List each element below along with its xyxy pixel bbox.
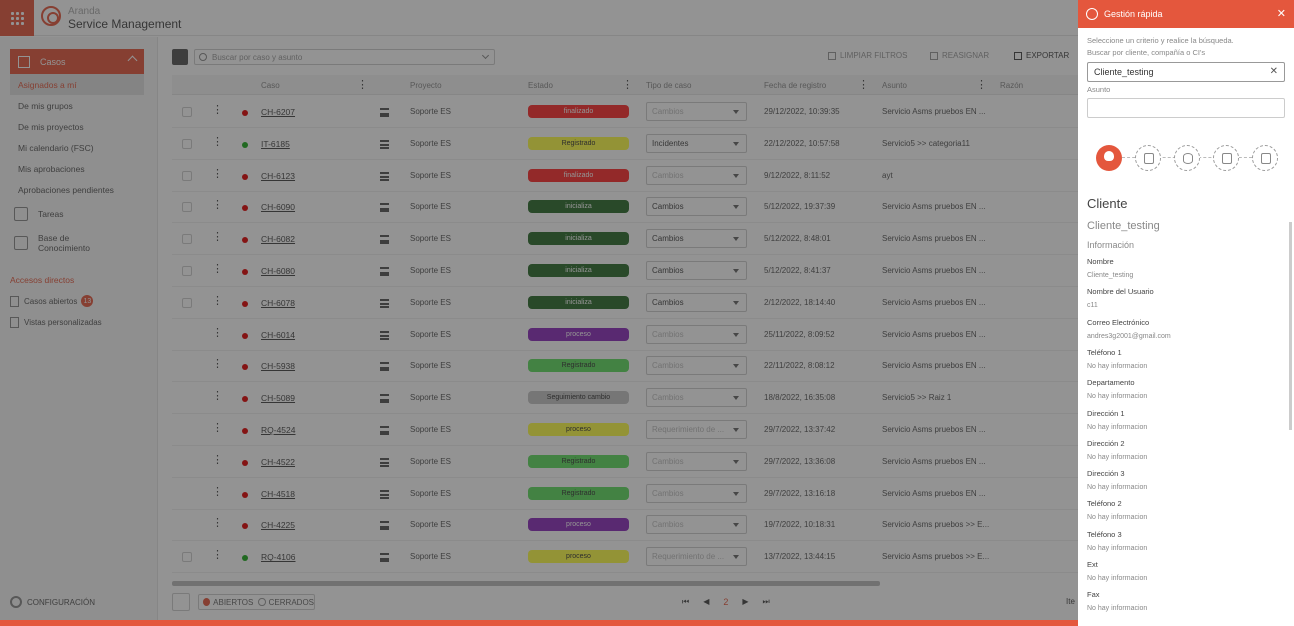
client-search-input[interactable]: Cliente_testing ✕ xyxy=(1087,62,1285,82)
book-step-icon[interactable] xyxy=(1213,145,1239,171)
client-search-value: Cliente_testing xyxy=(1094,67,1154,77)
bottom-accent-bar xyxy=(0,620,1078,626)
field-label: Dirección 1 xyxy=(1087,408,1125,418)
database-step-icon[interactable] xyxy=(1174,145,1200,171)
section-title: Cliente xyxy=(1087,196,1128,211)
field-value: No hay informacion xyxy=(1087,484,1148,492)
clipboard-step-icon[interactable] xyxy=(1135,145,1161,171)
client-name: Cliente_testing xyxy=(1087,220,1160,232)
field-label: Teléfono 3 xyxy=(1087,529,1122,539)
panel-title: Gestión rápida xyxy=(1104,9,1163,19)
stopwatch-icon xyxy=(1086,8,1098,20)
database-icon xyxy=(1183,153,1193,164)
panel-instructions: Seleccione un criterio y realice la búsq… xyxy=(1087,36,1234,45)
document-icon xyxy=(1261,153,1271,164)
field-label: Teléfono 2 xyxy=(1087,499,1122,509)
field-label: Dirección 3 xyxy=(1087,469,1125,479)
close-icon[interactable]: ✕ xyxy=(1276,8,1286,20)
field-label: Teléfono 1 xyxy=(1087,347,1122,357)
field-value: andres3g2001@gmail.com xyxy=(1087,332,1171,340)
asunto-input[interactable] xyxy=(1087,98,1285,118)
field-label: Nombre xyxy=(1087,257,1114,266)
field-value: No hay informacion xyxy=(1087,423,1148,431)
asunto-label: Asunto xyxy=(1087,85,1111,94)
modal-overlay[interactable] xyxy=(0,0,1078,626)
field-value: No hay informacion xyxy=(1087,575,1148,582)
wizard-steps xyxy=(1096,145,1278,171)
field-label: Ext xyxy=(1087,560,1098,569)
info-title: Información xyxy=(1087,240,1135,250)
client-step-icon[interactable] xyxy=(1096,145,1122,171)
field-value: No hay informacion xyxy=(1087,362,1148,370)
panel-hint: Buscar por cliente, compañía o CI's xyxy=(1087,48,1206,57)
document-step-icon[interactable] xyxy=(1252,145,1278,171)
field-label: Departamento xyxy=(1087,378,1135,388)
field-label: Correo Electrónico xyxy=(1087,317,1150,327)
field-value: No hay informacion xyxy=(1087,605,1148,613)
panel-header: Gestión rápida ✕ xyxy=(1078,0,1294,28)
field-value: No hay informacion xyxy=(1087,514,1148,522)
clipboard-icon xyxy=(1144,153,1154,164)
quick-management-panel: Gestión rápida ✕ Seleccione un criterio y… xyxy=(1078,0,1294,626)
field-label: Dirección 2 xyxy=(1087,438,1125,448)
field-label: Nombre del Usuario xyxy=(1087,287,1154,297)
panel-scrollbar[interactable] xyxy=(1289,222,1292,430)
book-icon xyxy=(1222,153,1232,164)
field-value: No hay informacion xyxy=(1087,544,1148,552)
field-value: Cliente_testing xyxy=(1087,272,1134,279)
field-label: Fax xyxy=(1087,590,1100,600)
field-value: c11 xyxy=(1087,302,1098,310)
field-value: No hay informacion xyxy=(1087,453,1148,461)
field-value: No hay informacion xyxy=(1087,393,1148,401)
clear-icon[interactable]: ✕ xyxy=(1269,66,1278,77)
